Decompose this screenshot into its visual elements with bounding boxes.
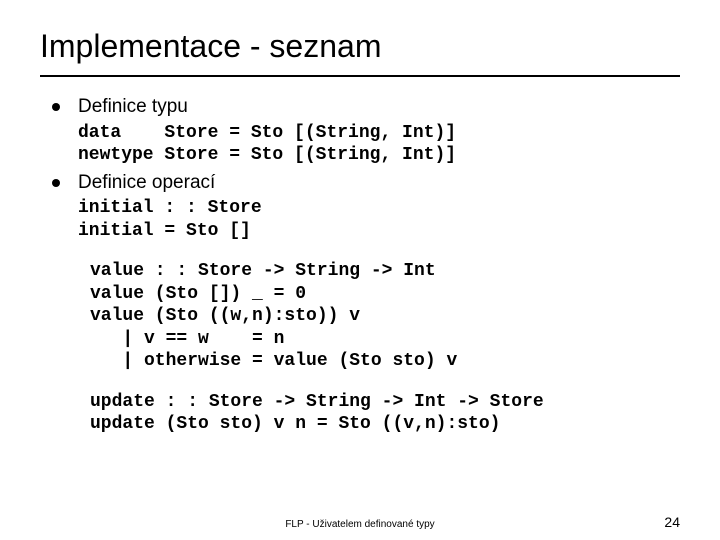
code-block: update : : Store -> String -> Int -> Sto… bbox=[90, 391, 680, 436]
bullet-label: Definice typu bbox=[78, 95, 188, 120]
footer-text: FLP - Uživatelem definované typy bbox=[0, 519, 720, 530]
bullet-label: Definice operací bbox=[78, 171, 215, 196]
code-block: value : : Store -> String -> Int value (… bbox=[90, 260, 680, 373]
bullet-dot-icon bbox=[52, 103, 60, 111]
code-block: initial : : Store initial = Sto [] bbox=[78, 197, 680, 242]
slide-title: Implementace - seznam bbox=[40, 28, 680, 77]
bullet-item: Definice operací bbox=[52, 171, 680, 196]
code-block: data Store = Sto [(String, Int)] newtype… bbox=[78, 122, 680, 167]
page-number: 24 bbox=[664, 514, 680, 530]
bullet-dot-icon bbox=[52, 179, 60, 187]
slide-content: Definice typu data Store = Sto [(String,… bbox=[40, 95, 680, 436]
bullet-item: Definice typu bbox=[52, 95, 680, 120]
